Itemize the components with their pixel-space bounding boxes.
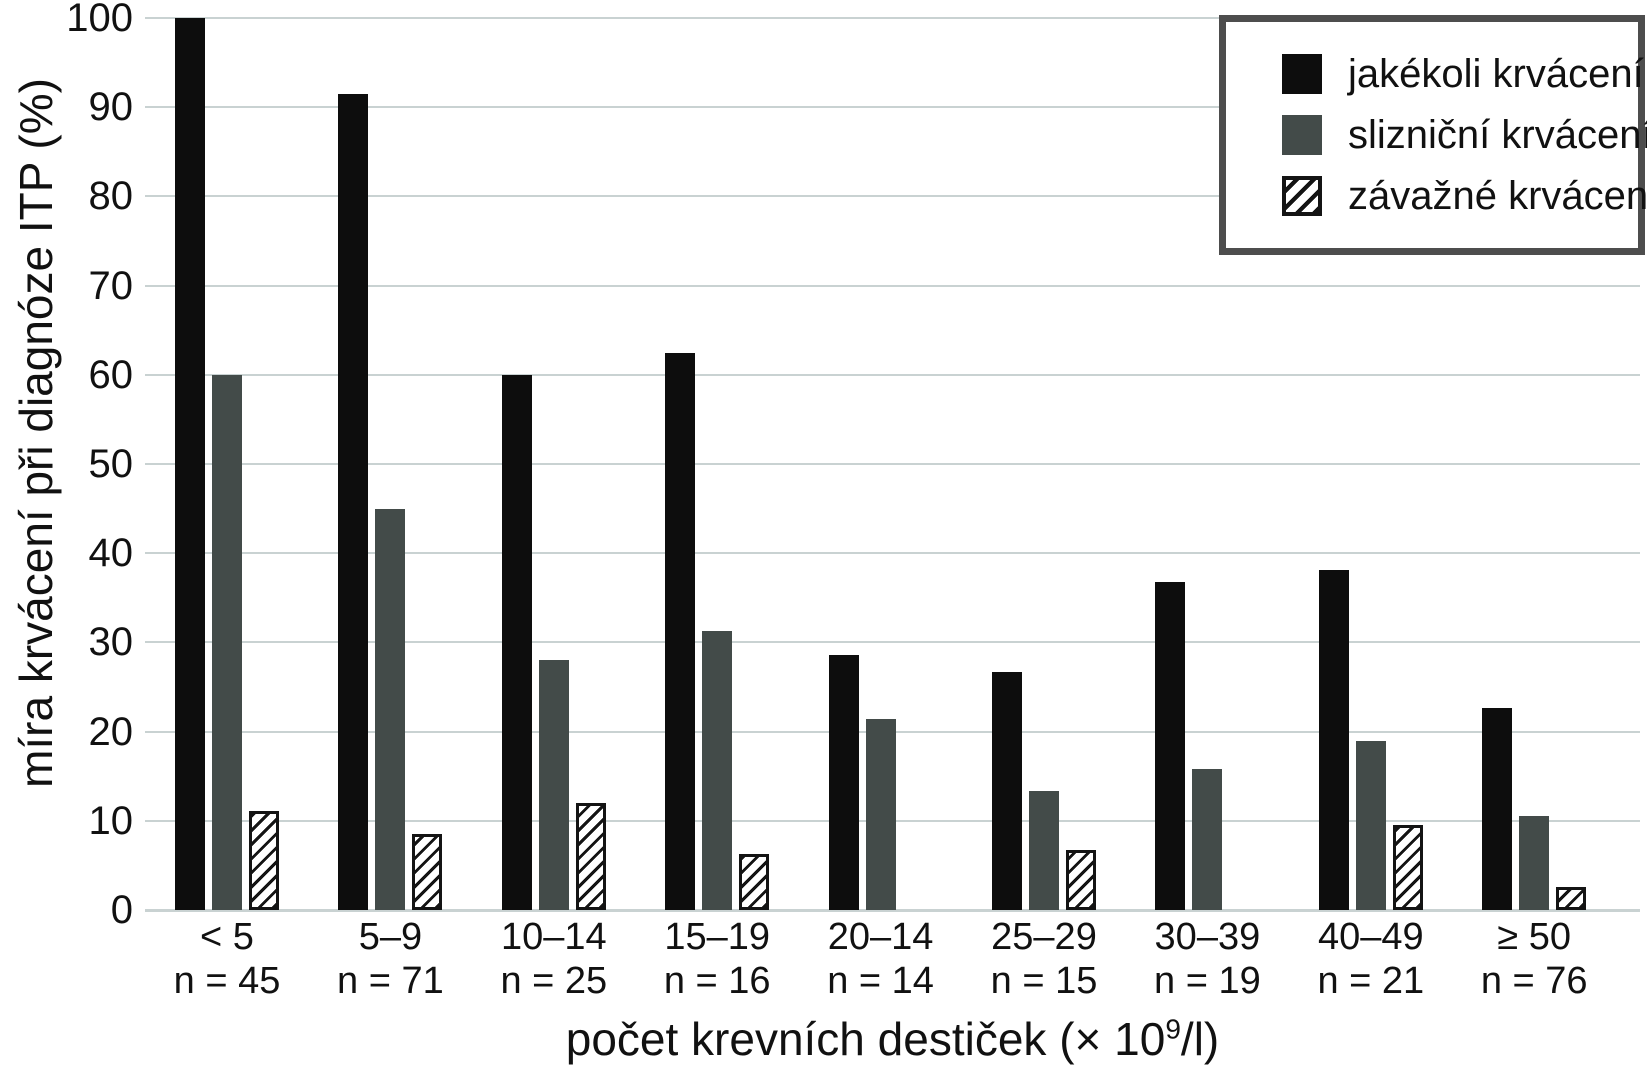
gridline xyxy=(145,106,1640,109)
bar xyxy=(501,374,532,910)
legend-item-mucosal-bleeding: slizniční krvácení xyxy=(1282,113,1647,157)
bar xyxy=(575,802,606,910)
legend-swatch-solid-gray xyxy=(1282,115,1322,155)
y-tick-label: 100 xyxy=(66,0,133,40)
bar xyxy=(1392,825,1423,910)
legend-item-any-bleeding: jakékoli krvácení xyxy=(1282,52,1644,96)
bar xyxy=(702,630,733,910)
group-count-label: n = 14 xyxy=(827,960,934,1002)
bar-group xyxy=(828,18,933,910)
bar xyxy=(992,671,1022,910)
category-label: < 5 xyxy=(200,916,254,958)
y-tick-label: 0 xyxy=(110,888,133,932)
bar xyxy=(338,93,369,910)
legend-swatch-hatched xyxy=(1282,176,1322,216)
bar-group xyxy=(175,18,279,910)
plot-area xyxy=(145,17,1640,912)
x-axis-title: počet krevních destiček (× 109/l) xyxy=(145,1012,1640,1066)
x-axis-title-superscript: 9 xyxy=(1165,1013,1181,1045)
group-count-label: n = 16 xyxy=(663,960,771,1002)
gridline xyxy=(145,284,1640,287)
x-axis-baseline xyxy=(145,909,1640,912)
y-tick-label: 30 xyxy=(88,620,134,665)
legend-label: jakékoli krvácení xyxy=(1348,52,1644,96)
bar xyxy=(249,811,279,910)
gridline xyxy=(145,195,1640,198)
bar xyxy=(828,654,859,910)
gridline xyxy=(145,641,1640,644)
gridline xyxy=(145,463,1640,465)
y-tick-label: 90 xyxy=(88,85,134,130)
bar-group xyxy=(338,18,443,910)
bar xyxy=(175,18,205,910)
bar xyxy=(1192,769,1223,910)
y-tick-label: 60 xyxy=(88,352,134,397)
bar-group xyxy=(1318,18,1423,910)
gridline xyxy=(145,373,1640,376)
legend: jakékoli krvácení slizniční krvácení záv… xyxy=(1219,15,1647,255)
group-count-label: n = 19 xyxy=(1154,960,1261,1002)
bar xyxy=(1155,581,1186,910)
legend-item-severe-bleeding: závažné krvácení xyxy=(1282,174,1647,218)
bar xyxy=(212,374,242,910)
bar-group xyxy=(1482,18,1587,910)
y-tick-label: 40 xyxy=(88,531,134,576)
gridline xyxy=(145,17,1640,19)
category-label: 10–14 xyxy=(500,916,607,958)
bar-group xyxy=(1155,18,1259,910)
x-axis-title-suffix: /l) xyxy=(1180,1013,1220,1065)
bar xyxy=(375,508,406,910)
category-label: 25–29 xyxy=(991,916,1097,958)
category-label: 20–14 xyxy=(827,916,934,958)
bar-group xyxy=(665,18,770,910)
y-tick-label: 50 xyxy=(88,442,134,486)
category-label: 5–9 xyxy=(358,916,423,958)
legend-label: závažné krvácení xyxy=(1348,174,1647,218)
group-count-label: n = 21 xyxy=(1317,960,1425,1002)
bar xyxy=(1318,570,1349,910)
bar xyxy=(1482,707,1513,910)
bar xyxy=(538,660,569,910)
bar xyxy=(1029,791,1059,910)
gridline xyxy=(145,552,1640,555)
category-label: 30–39 xyxy=(1154,916,1261,958)
y-tick-label: 10 xyxy=(88,798,134,843)
group-count-label: n = 15 xyxy=(990,960,1098,1002)
bar xyxy=(412,834,443,910)
category-label: 40–49 xyxy=(1317,916,1424,958)
legend-label: slizniční krvácení xyxy=(1348,113,1647,157)
bar xyxy=(1519,816,1550,910)
group-count-label: n = 45 xyxy=(173,960,281,1002)
group-count-label: n = 71 xyxy=(337,960,444,1002)
x-axis-title-text: počet krevních destiček (× 10 xyxy=(565,1013,1166,1065)
category-label: ≥ 50 xyxy=(1497,916,1572,958)
bar-group xyxy=(992,18,1096,910)
y-tick-label: 80 xyxy=(88,174,134,219)
y-tick-label: 70 xyxy=(88,263,134,308)
y-tick-label: 20 xyxy=(88,709,134,754)
y-axis-tick-labels: 0 10 20 30 40 50 60 70 80 90 100 xyxy=(0,0,134,932)
bar-group xyxy=(501,18,606,910)
group-count-label: n = 76 xyxy=(1480,960,1588,1002)
bar xyxy=(865,719,896,910)
category-label: 15–19 xyxy=(664,916,771,958)
bar xyxy=(665,352,696,910)
bar xyxy=(1355,740,1386,910)
legend-swatch-solid-black xyxy=(1282,54,1322,94)
bar xyxy=(1066,850,1096,910)
bar xyxy=(739,853,770,910)
bar xyxy=(1556,886,1587,910)
group-count-label: n = 25 xyxy=(500,960,608,1002)
